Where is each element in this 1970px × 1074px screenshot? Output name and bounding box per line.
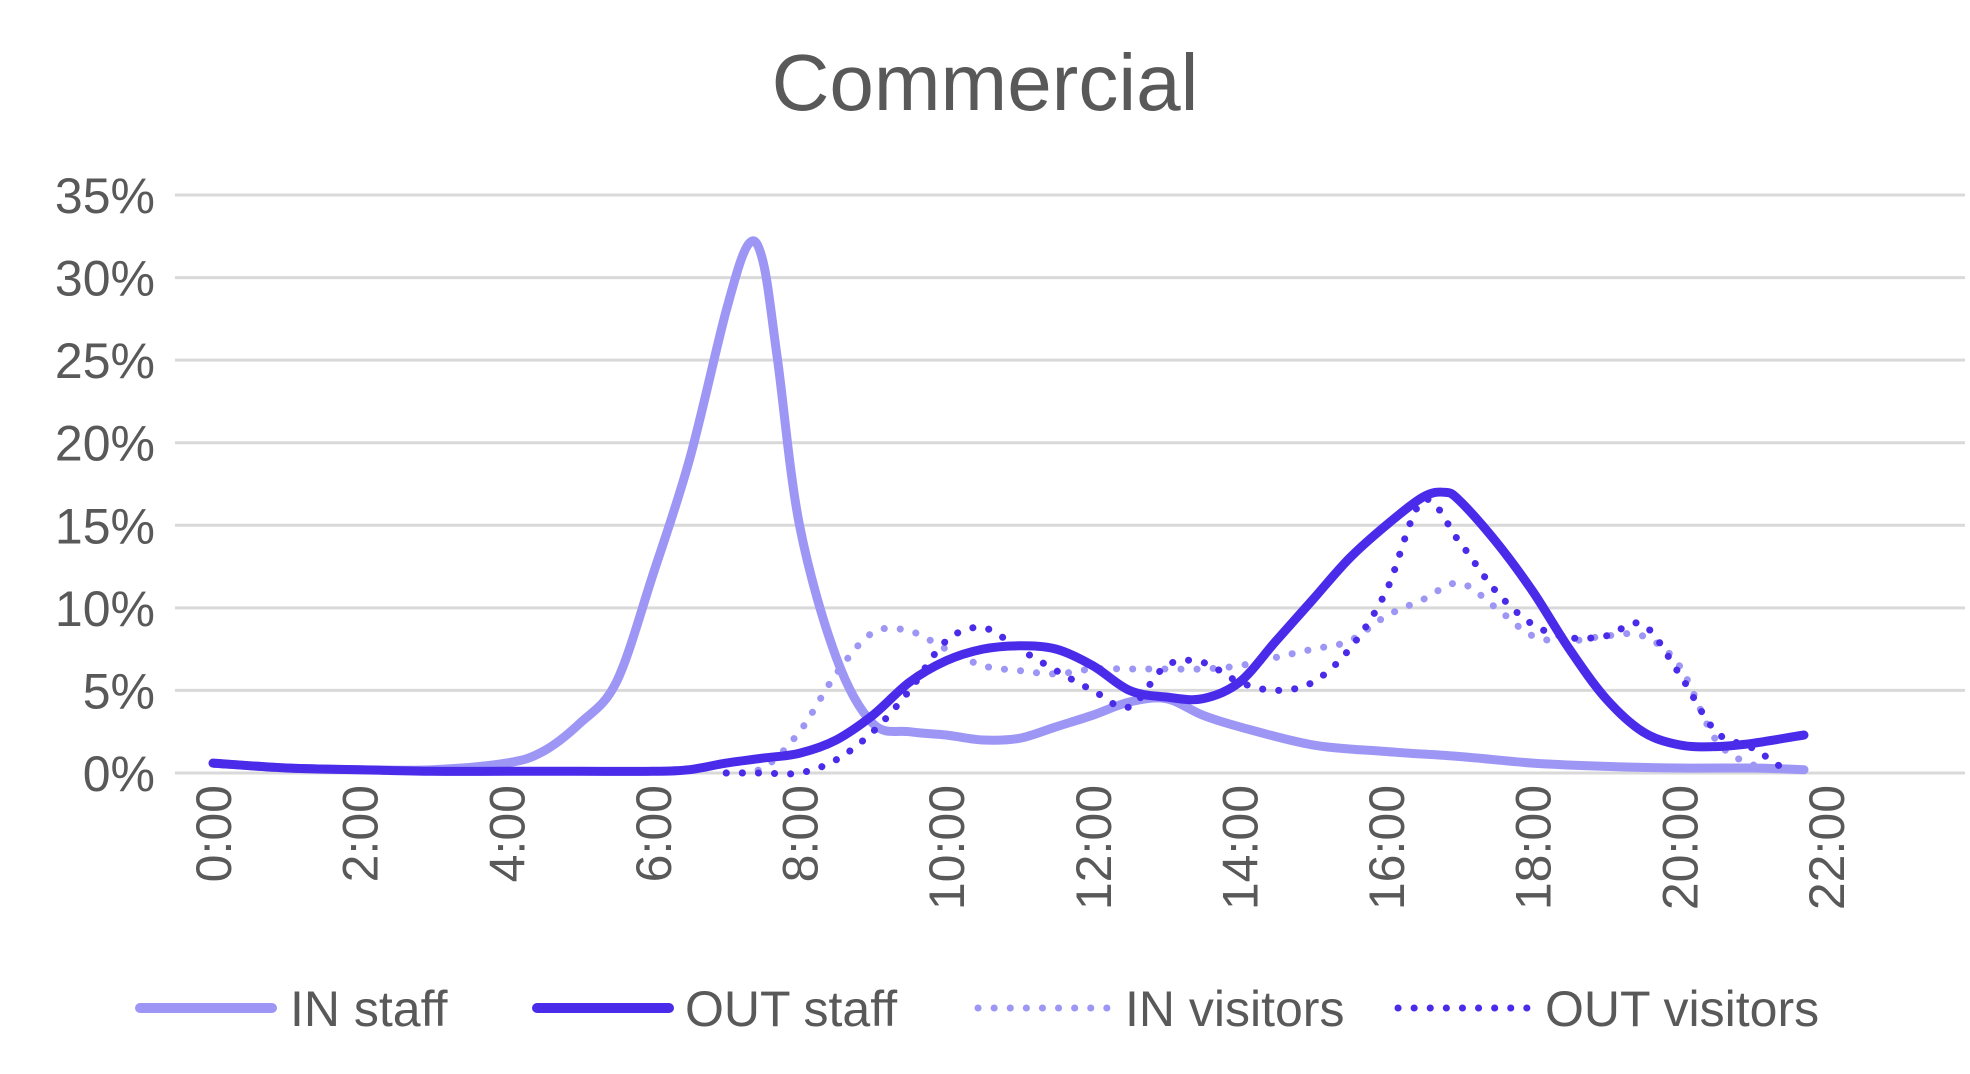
chart-title: Commercial [772,38,1199,127]
legend-label: IN staff [290,981,448,1037]
legend-label: OUT staff [685,981,897,1037]
series-line-out-visitors [722,495,1793,778]
gridlines [175,193,1965,775]
x-tick-label: 10:00 [919,785,975,910]
x-tick-label: 2:00 [333,785,389,882]
series-line-in-visitors [722,579,1793,777]
y-tick-label: 25% [55,333,155,389]
legend-item-in-visitors: IN visitors [974,981,1344,1037]
legend-item-in-staff: IN staff [135,981,448,1037]
x-tick-label: 14:00 [1212,785,1268,910]
x-axis-ticks: 0:00 2:00 4:00 6:00 8:00 10:00 12:00 14:00 16:00… [186,785,1855,910]
legend-item-out-visitors: OUT visitors [1394,981,1819,1037]
legend-label: IN visitors [1125,981,1344,1037]
legend-label: OUT visitors [1545,981,1819,1037]
x-tick-label: 8:00 [773,785,829,882]
x-tick-label: 0:00 [186,785,242,882]
y-tick-label: 35% [55,168,155,224]
y-axis-ticks: 0% 5% 10% 15% 20% 25% 30% 35% [55,168,155,802]
x-tick-label: 4:00 [479,785,535,882]
y-tick-label: 10% [55,581,155,637]
y-tick-label: 30% [55,251,155,307]
x-tick-label: 18:00 [1506,785,1562,910]
legend: IN staff OUT staff IN visitors OUT visitors [135,981,1819,1037]
x-tick-label: 12:00 [1066,785,1122,910]
series-line-out-staff [208,487,1809,776]
y-tick-label: 15% [55,498,155,554]
y-tick-label: 0% [83,746,155,802]
x-tick-label: 6:00 [626,785,682,882]
y-tick-label: 20% [55,416,155,472]
y-tick-label: 5% [83,663,155,719]
x-tick-label: 22:00 [1799,785,1855,910]
x-tick-label: 16:00 [1359,785,1415,910]
series-lines [208,236,1809,778]
legend-item-out-staff: OUT staff [532,981,897,1037]
x-tick-label: 20:00 [1652,785,1708,910]
